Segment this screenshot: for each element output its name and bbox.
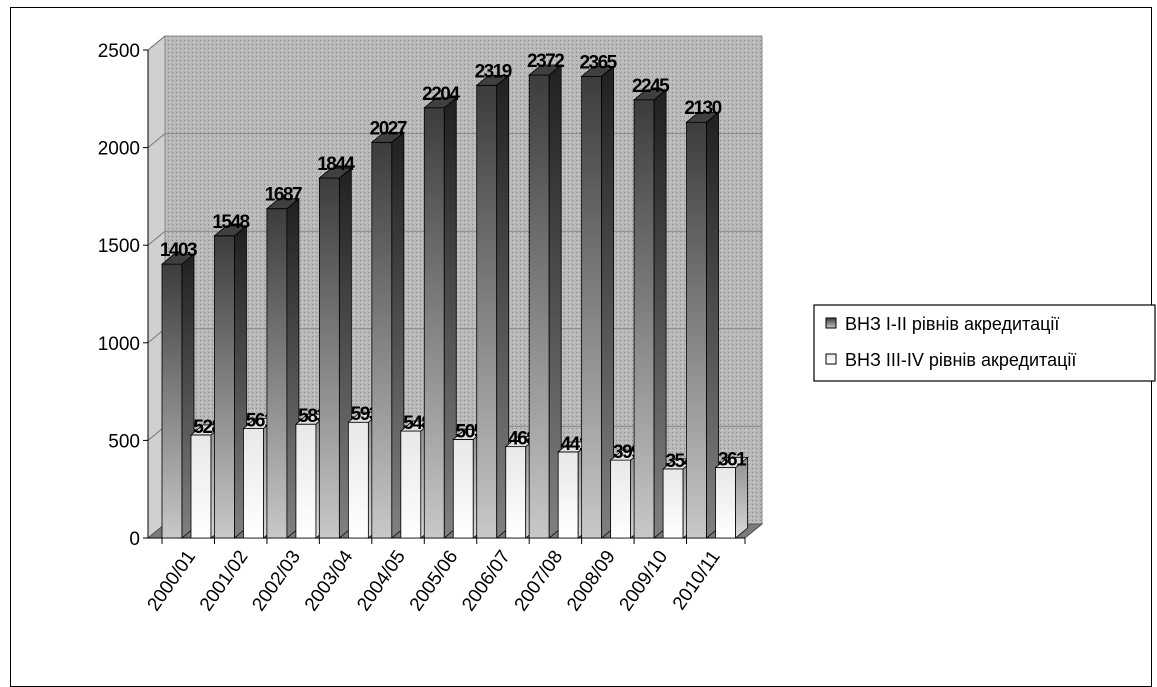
data-label-series-1: 2372 [527,51,564,72]
bar-series-1-front [371,141,393,539]
x-tick-label: 2010/11 [669,547,725,614]
gridline-depth [147,133,166,148]
x-tick-label: 2005/06 [406,547,463,615]
x-tick-label: 2000/01 [143,547,200,615]
bar-series-2-top [714,457,749,468]
bar-series-1-front [214,235,235,539]
bar-series-1 [213,224,248,539]
bar-series-1-front [528,74,550,539]
bar-series-1 [370,131,405,539]
data-label-series-1: 2245 [632,76,670,97]
bar-series-1 [423,96,458,539]
x-tick-label: 2002/03 [248,547,305,615]
bar-series-2-front [243,428,264,539]
x-tick-label: 2007/08 [511,547,568,615]
legend: ВНЗ I-II рівнів акредитації ВНЗ III-IV р… [813,304,1156,382]
bar-series-1-front [266,208,288,539]
bar-series-1-top [370,131,405,143]
bar-series-2-front [557,451,579,539]
y-tick-label: 1000 [98,334,140,355]
bar-series-2-front [505,446,527,539]
bar-series-1-front [581,75,603,539]
bar-series-2-front [715,467,736,539]
bar-series-1 [685,111,720,539]
legend-label-series-1: ВНЗ I-II рівнів акредитації [845,314,1059,334]
bar-series-1-front [633,99,655,539]
bar-series-1-top [580,65,615,77]
bar-series-2-front [610,459,632,539]
bar-series-1-front [423,107,445,539]
x-tick-label: 2008/09 [563,547,620,615]
bar-series-1 [475,74,510,539]
bar-series-1-top [685,111,720,123]
bar-series-2-front [400,430,422,539]
bar-series-2-front [295,423,317,539]
x-tick-label: 2009/10 [616,547,673,615]
bar-series-1-top [528,64,563,76]
gridline-depth [147,35,166,51]
y-tick-label: 500 [108,431,140,452]
bar-series-2 [714,456,749,539]
bar-chart: 0500100015002000250014035282000/01154856… [98,34,1156,615]
bar-series-1-front [686,121,707,539]
bar-series-1-top [160,253,196,265]
bar-series-1 [265,197,301,539]
bar-series-2-front [347,421,369,539]
bar-series-1-top [423,97,458,109]
y-tick-label: 2500 [98,41,140,62]
bar-series-1-front [476,84,498,539]
x-tick-label: 2003/04 [301,546,358,615]
x-tick-label: 2004/05 [353,547,410,615]
legend-swatch-series-2 [825,353,837,365]
data-label-series-1: 2319 [475,61,512,82]
legend-label-series-2: ВНЗ III-IV рівнів акредитації [845,350,1076,370]
x-tick-label: 2006/07 [458,547,515,615]
bar-series-1-top [213,225,248,237]
y-tick-label: 2000 [98,139,140,160]
data-label-series-1: 1687 [265,185,302,206]
x-tick-label: 2001/02 [196,547,253,615]
y-tick-label: 0 [129,529,140,550]
data-label-series-1: 2365 [579,52,617,73]
data-label-series-1: 1844 [317,154,355,175]
bar-series-2-front [452,439,474,539]
data-label-series-1: 2204 [422,84,460,105]
data-label-series-2: 361 [718,450,747,471]
legend-box [813,304,1156,382]
bar-series-1 [632,88,668,539]
bar-series-1-top [632,89,668,101]
bar-series-1 [580,65,615,539]
gridline-depth [147,230,166,246]
bar-series-1-top [475,74,510,86]
bar-series-1-top [318,167,353,179]
bar-series-1 [318,167,353,539]
bar-series-1-top [265,198,301,210]
data-label-series-1: 1403 [160,240,197,261]
data-label-series-1: 1548 [212,212,249,233]
bar-series-2-front [662,468,684,539]
data-label-series-1: 2027 [370,118,407,139]
bar-series-1 [160,253,196,539]
data-label-series-1: 2130 [684,98,721,119]
y-tick-label: 1500 [98,236,140,257]
bar-series-2-front [190,434,212,539]
bar-series-1-front [318,177,340,539]
bar-series-1 [528,64,563,539]
bar-series-1-front [161,263,183,539]
legend-swatch-series-1 [825,317,837,329]
